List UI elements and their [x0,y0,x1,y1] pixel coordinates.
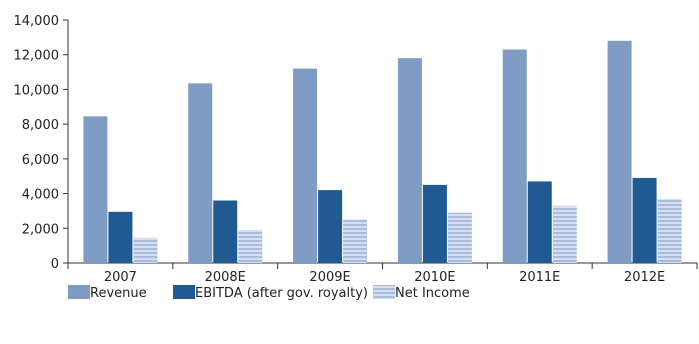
y-tick-label: 2,000 [22,222,59,237]
bar-net-income [133,237,158,263]
y-tick-label: 6,000 [22,153,59,168]
y-tick-label: 10,000 [14,83,60,98]
legend-swatch [68,285,90,299]
y-tick-label: 14,000 [14,14,60,29]
x-tick-label: 2010E [414,270,455,285]
legend-swatch [173,285,195,299]
bar-revenue [293,68,318,263]
legend-label: EBITDA (after gov. royalty) [195,286,368,301]
y-tick-label: 4,000 [22,188,59,203]
bar-revenue [502,49,527,263]
y-tick-label: 0 [51,257,59,272]
bar-ebitda [213,200,238,263]
bar-revenue [83,116,108,263]
y-axis: 0 2,000 4,000 6,000 8,000 10,000 12,000 14,000 [14,14,69,272]
bar-net-income [657,198,682,263]
legend-label: Revenue [90,286,147,301]
bar-ebitda [318,190,343,263]
x-tick-label: 2011E [519,270,560,285]
bar-ebitda [422,184,447,263]
bar-ebitda [632,177,657,263]
bar-ebitda [108,211,133,263]
y-tick-label: 8,000 [22,118,59,133]
x-tick-label: 2012E [624,270,665,285]
bar-net-income [238,230,263,263]
x-tick-label: 2009E [309,270,350,285]
legend-label: Net Income [395,286,470,301]
legend-swatch [373,285,395,299]
bar-revenue [397,58,422,263]
bar-net-income [447,212,472,263]
x-tick-label: 2007 [104,270,137,285]
bar-net-income [343,219,368,263]
bar-net-income [552,205,577,263]
legend: Revenue EBITDA (after gov. royalty) Net In… [68,285,470,301]
bars-group [83,40,682,264]
x-tick-label: 2008E [205,270,246,285]
bar-revenue [607,40,632,264]
bar-revenue [188,83,213,263]
x-axis: 2007 2008E 2009E 2010E 2011E 2012E [67,262,698,285]
y-tick-label: 12,000 [14,49,60,64]
bar-ebitda [527,181,552,263]
